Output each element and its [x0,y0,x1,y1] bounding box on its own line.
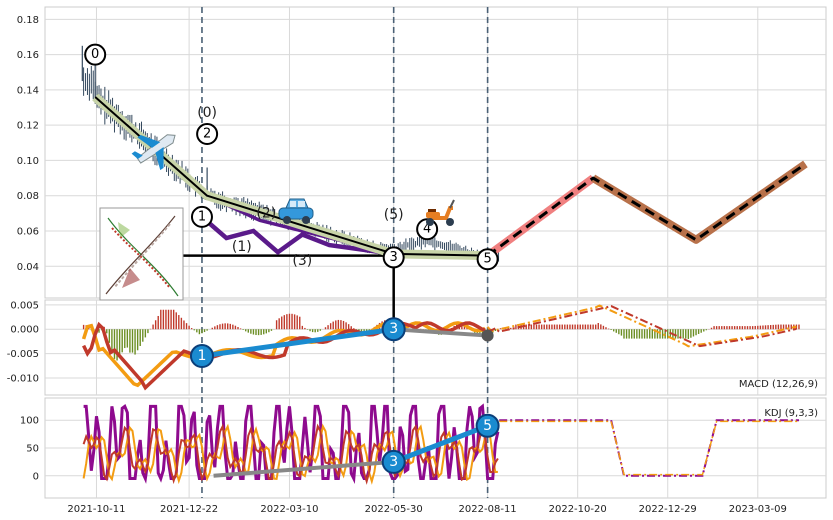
macd-ytick-label: 0.005 [10,300,39,311]
wave-purple-path [200,215,394,257]
price-ytick-label: 0.10 [17,156,39,167]
x-tick-label: 2021-12-22 [160,504,218,515]
pivot-circle [196,122,219,145]
kdj-marker-circle [381,449,406,474]
thumbnail-image [99,207,184,301]
macd-dif-line [81,321,486,388]
pivot-label: 4 [423,222,431,237]
sub-wave-label: (0) [197,105,217,121]
price-ytick-label: 0.14 [17,85,39,96]
pivot-circle [84,43,107,66]
kdj-ytick-label: 0 [33,471,39,482]
x-tick-label: 2022-10-20 [549,504,607,515]
pivot-label: 3 [390,250,398,265]
x-tick-label: 2022-03-10 [260,504,318,515]
pivot-label: 1 [198,209,206,224]
kdj-j-line [83,403,500,485]
macd-dea-forecast [487,304,797,348]
x-tick-label: 2022-12-29 [639,504,697,515]
macd-marker-circle [189,344,214,369]
pivot-circle [476,248,499,271]
price-ytick-label: 0.08 [17,191,39,202]
pivot-label: 0 [91,47,99,62]
car-icon [278,198,314,224]
kdj-gray-line [213,459,394,478]
kdj-marker-label: 5 [483,418,492,434]
pivot-label: 2 [203,126,211,141]
macd-marker-label: 1 [198,348,207,364]
macd-dif-forecast [486,304,797,348]
kdj-forecast-j [499,419,799,477]
price-ytick-label: 0.18 [17,15,39,26]
macd-ytick-label: -0.010 [7,373,39,384]
pivot-circle [382,246,405,269]
label-layer: 0 2 (0) 1 (2) (1) (3) (5) 4 3 5 1 3 3 5 [84,43,500,474]
sub-wave-label: (2) [256,205,276,221]
macd-ytick-label: 0.000 [10,325,39,336]
pivot-label: 5 [483,252,491,267]
pivot-circle [190,205,213,228]
kdj-ytick-label: 100 [20,416,39,427]
macd-divergence-line [201,326,395,359]
x-tick-label: 2023-03-09 [729,504,787,515]
macd-panel [44,299,827,396]
price-ytick-label: 0.06 [17,226,39,237]
macd-label: MACD (12,26,9) [739,379,818,390]
price-ytick-label: 0.16 [17,50,39,61]
price-ytick-label: 0.04 [17,262,39,273]
kdj-ytick-label: 50 [26,444,39,455]
macd-gray-line [393,327,488,338]
kdj-divergence-line [392,423,489,465]
airplane-icon [131,134,176,171]
kdj-marker-label: 3 [389,454,398,470]
macd-marker-label: 3 [389,321,398,337]
kdj-label: KDJ (9,3,3) [764,408,818,419]
macd-dea-line [82,321,486,391]
macd-end-dot [481,329,494,342]
kdj-marker-circle [475,413,500,438]
x-tick-label: 2022-08-11 [459,504,517,515]
x-tick-label: 2022-05-30 [365,504,423,515]
forecast-dashed [486,162,807,257]
sub-wave-label: (5) [384,207,404,223]
kdj-k-line [82,423,499,485]
price-ytick-label: 0.12 [17,121,39,132]
macd-ytick-label: -0.005 [7,349,39,360]
sub-wave-label: (1) [232,239,252,255]
macd-marker-circle [381,317,406,342]
scooter-icon [426,199,455,226]
x-tick-label: 2021-10-11 [67,504,125,515]
sub-wave-label: (3) [292,253,312,269]
